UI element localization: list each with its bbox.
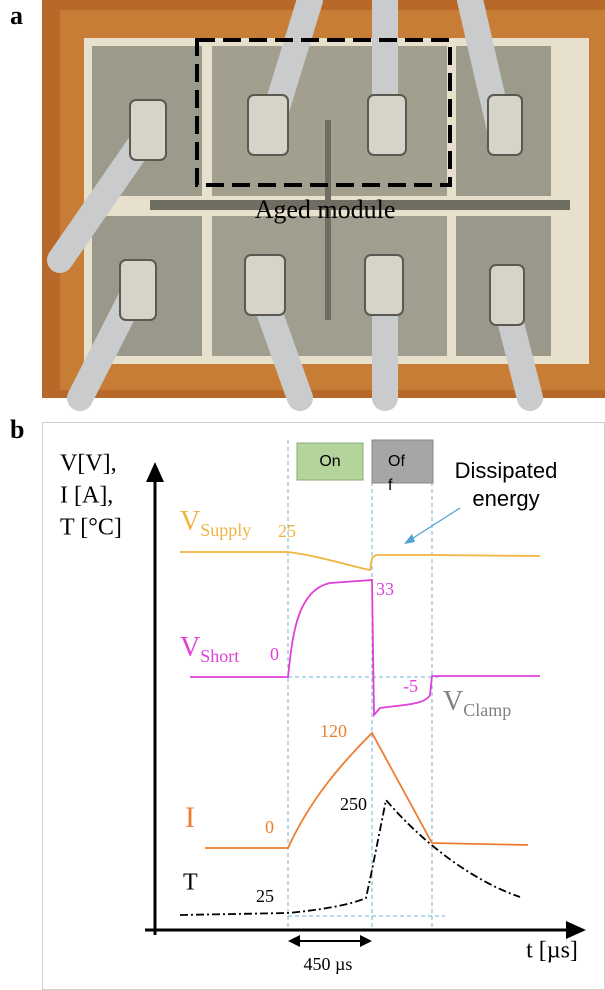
- trace-label: VClamp: [443, 686, 511, 720]
- value-label: 25: [278, 521, 296, 541]
- phase-label: Of: [388, 453, 405, 470]
- trace-label: T: [183, 870, 198, 896]
- value-label: 250: [340, 794, 367, 814]
- current-trace: [205, 733, 528, 848]
- panel-label: a: [10, 1, 23, 30]
- phase-label: f: [388, 477, 393, 494]
- annotation: Dissipated: [455, 458, 558, 483]
- trace-label: VShort: [180, 632, 239, 666]
- v-supply-trace: [180, 552, 540, 570]
- annotation: Aged module: [255, 195, 396, 224]
- y-axis-label: T [°C]: [60, 515, 122, 541]
- value-label: 33: [376, 579, 394, 599]
- y-axis-label: V[V],: [60, 451, 117, 477]
- value-label: 0: [265, 817, 274, 837]
- x-axis-label: t [µs]: [526, 938, 578, 964]
- annotation: energy: [472, 486, 539, 511]
- duration-label: 450 µs: [304, 954, 353, 974]
- value-label: -5: [403, 676, 418, 696]
- v-short-trace: [190, 580, 540, 715]
- temperature-trace: [180, 800, 520, 915]
- phase-label: On: [319, 453, 340, 470]
- trace-label: VSupply: [180, 506, 251, 540]
- panel-label: b: [10, 415, 24, 444]
- value-label: 25: [256, 886, 274, 906]
- arrow-head: [404, 534, 415, 544]
- value-label: 0: [270, 644, 279, 664]
- arrow: [410, 508, 460, 540]
- value-label: 120: [320, 721, 347, 741]
- trace-label: I: [185, 801, 195, 834]
- duration-arrow: [288, 935, 372, 947]
- y-axis-label: I [A],: [60, 483, 113, 509]
- guides: [288, 440, 445, 930]
- figure: a Aged module b V[V], I [A], T [°C] On O…: [0, 0, 605, 990]
